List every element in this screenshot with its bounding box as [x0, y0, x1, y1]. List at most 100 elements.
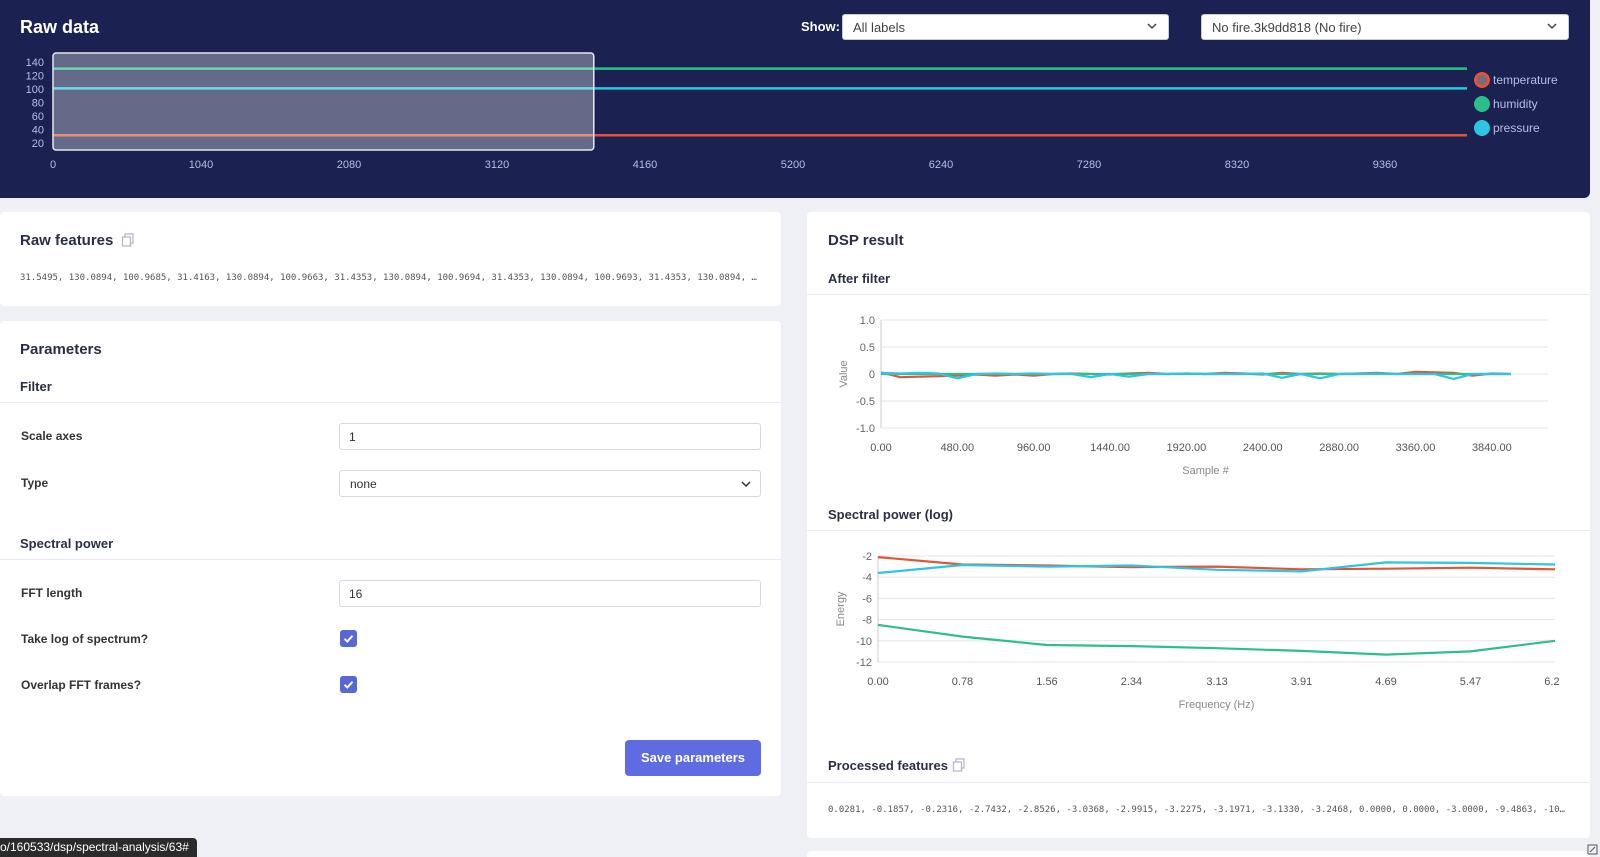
- chevron-down-icon: [741, 481, 751, 488]
- y-tick-label: 0.5: [860, 342, 875, 354]
- legend-label-pressure: pressure: [1493, 121, 1540, 135]
- type-select[interactable]: none: [339, 470, 761, 497]
- legend-item-humidity[interactable]: humidity: [1474, 92, 1558, 116]
- x-tick-label: 1040: [189, 159, 213, 171]
- type-label: Type: [21, 476, 49, 490]
- copy-icon[interactable]: [952, 758, 966, 772]
- x-tick-label: 4160: [633, 159, 657, 171]
- chevron-down-icon: [1547, 23, 1557, 30]
- labels-select[interactable]: All labels: [842, 14, 1169, 40]
- series-line-pressure: [880, 371, 1511, 381]
- y-tick-label: -4: [862, 572, 872, 584]
- y-tick-label: -1.0: [856, 423, 875, 435]
- scale-axes-value: 1: [349, 430, 356, 444]
- x-tick-label: 0.00: [867, 676, 888, 688]
- dsp-result-title: DSP result: [828, 232, 904, 249]
- x-tick-label: 5.47: [1460, 676, 1481, 688]
- series-line-humidity: [877, 623, 1556, 656]
- x-tick-label: 0.78: [952, 676, 973, 688]
- processed-features-values: 0.0281, -0.1857, -0.2316, -2.7432, -2.85…: [828, 805, 1570, 815]
- parameters-title: Parameters: [20, 341, 102, 358]
- legend-dot-temperature: [1474, 72, 1490, 88]
- type-select-value: none: [350, 477, 377, 491]
- scale-axes-label: Scale axes: [21, 429, 83, 443]
- next-card: [807, 851, 1590, 857]
- fft-length-label: FFT length: [21, 586, 83, 600]
- parameters-card: [0, 321, 781, 796]
- y-tick-label: -10: [856, 636, 872, 648]
- x-tick-label: 2.34: [1121, 676, 1142, 688]
- processed-features-title: Processed features: [828, 758, 948, 773]
- y-tick-label: 60: [32, 111, 44, 123]
- take-log-checkbox[interactable]: [340, 630, 357, 647]
- after-filter-title: After filter: [828, 271, 891, 286]
- x-tick-label: 8320: [1225, 159, 1249, 171]
- y-tick-label: 1.0: [860, 315, 875, 327]
- y-tick-label: -0.5: [856, 396, 875, 408]
- raw-chart-legend: temperature humidity pressure: [1474, 68, 1558, 140]
- x-tick-label: 6240: [929, 159, 953, 171]
- y-tick-label: 140: [26, 57, 44, 69]
- x-tick-label: 0.00: [870, 442, 891, 454]
- x-tick-label: 4.69: [1375, 676, 1396, 688]
- x-axis-label: Sample #: [1182, 465, 1229, 477]
- check-icon: [343, 635, 354, 643]
- x-tick-label: 3.13: [1206, 676, 1227, 688]
- labels-select-value: All labels: [853, 20, 906, 35]
- x-axis-label: Frequency (Hz): [1179, 699, 1255, 711]
- y-tick-label: 80: [32, 98, 44, 110]
- copy-icon[interactable]: [121, 233, 135, 247]
- scale-axes-input[interactable]: 1: [339, 423, 761, 450]
- spectral-power-log-title: Spectral power (log): [828, 507, 953, 522]
- overlap-fft-checkbox[interactable]: [340, 676, 357, 693]
- y-tick-label: -2: [862, 551, 872, 563]
- y-tick-label: 40: [32, 125, 44, 137]
- y-tick-label: 120: [26, 71, 44, 83]
- legend-item-pressure[interactable]: pressure: [1474, 116, 1558, 140]
- y-tick-label: -12: [856, 657, 872, 669]
- y-axis-label: Energy: [835, 591, 847, 626]
- x-tick-label: 9360: [1373, 159, 1397, 171]
- x-tick-label: 2400.00: [1243, 442, 1283, 454]
- x-tick-label: 3360.00: [1396, 442, 1436, 454]
- resize-icon: [1587, 844, 1598, 855]
- x-tick-label: 2880.00: [1319, 442, 1359, 454]
- fft-length-value: 16: [349, 587, 363, 601]
- x-tick-label: 2080: [337, 159, 361, 171]
- sample-select[interactable]: No fire.3k9dd818 (No fire): [1201, 14, 1569, 40]
- series-line-pressure: [877, 561, 1556, 575]
- legend-label-humidity: humidity: [1493, 97, 1538, 111]
- y-tick-label: -6: [862, 593, 872, 605]
- divider: [0, 402, 781, 403]
- y-tick-label: -8: [862, 615, 872, 627]
- chevron-down-icon: [1147, 23, 1157, 30]
- x-tick-label: 960.00: [1017, 442, 1051, 454]
- raw-features-title: Raw features: [20, 232, 114, 249]
- x-tick-label: 1.56: [1036, 676, 1057, 688]
- spectral-power-chart[interactable]: -2 -4 -6 -8 -10 -12 0.00 0.78 1.56 2.34 3.13 3.91 4.…: [820, 540, 1560, 722]
- selection-window: [52, 52, 595, 151]
- save-parameters-button[interactable]: Save parameters: [625, 740, 761, 776]
- raw-features-card: Raw features 31.5495, 130.0894, 100.9685…: [0, 212, 781, 306]
- y-axis-label: Value: [838, 360, 850, 387]
- raw-features-values: 31.5495, 130.0894, 100.9685, 31.4163, 13…: [20, 273, 762, 283]
- legend-item-temperature[interactable]: temperature: [1474, 68, 1558, 92]
- divider: [0, 559, 781, 560]
- spectral-power-section-title: Spectral power: [20, 536, 114, 551]
- x-tick-label: 3.91: [1291, 676, 1312, 688]
- after-filter-chart[interactable]: 1.0 0.5 0 -0.5 -1.0 0.00 480.00 960.00 1440.00 19…: [820, 306, 1560, 486]
- x-tick-label: 1440.00: [1090, 442, 1130, 454]
- x-tick-label: 480.00: [941, 442, 975, 454]
- x-tick-label: 0: [50, 159, 56, 171]
- fft-length-input[interactable]: 16: [339, 580, 761, 607]
- divider: [807, 530, 1590, 531]
- y-tick-label: 0: [869, 369, 875, 381]
- overlap-fft-label: Overlap FFT frames?: [21, 678, 142, 692]
- y-tick-label: 100: [26, 84, 44, 96]
- raw-data-panel: Raw data Show: All labels No fire.3k9dd8…: [0, 0, 1590, 198]
- take-log-label: Take log of spectrum?: [21, 632, 149, 646]
- raw-data-title: Raw data: [20, 17, 100, 37]
- legend-dot-pressure: [1474, 120, 1490, 136]
- filter-section-title: Filter: [20, 379, 52, 394]
